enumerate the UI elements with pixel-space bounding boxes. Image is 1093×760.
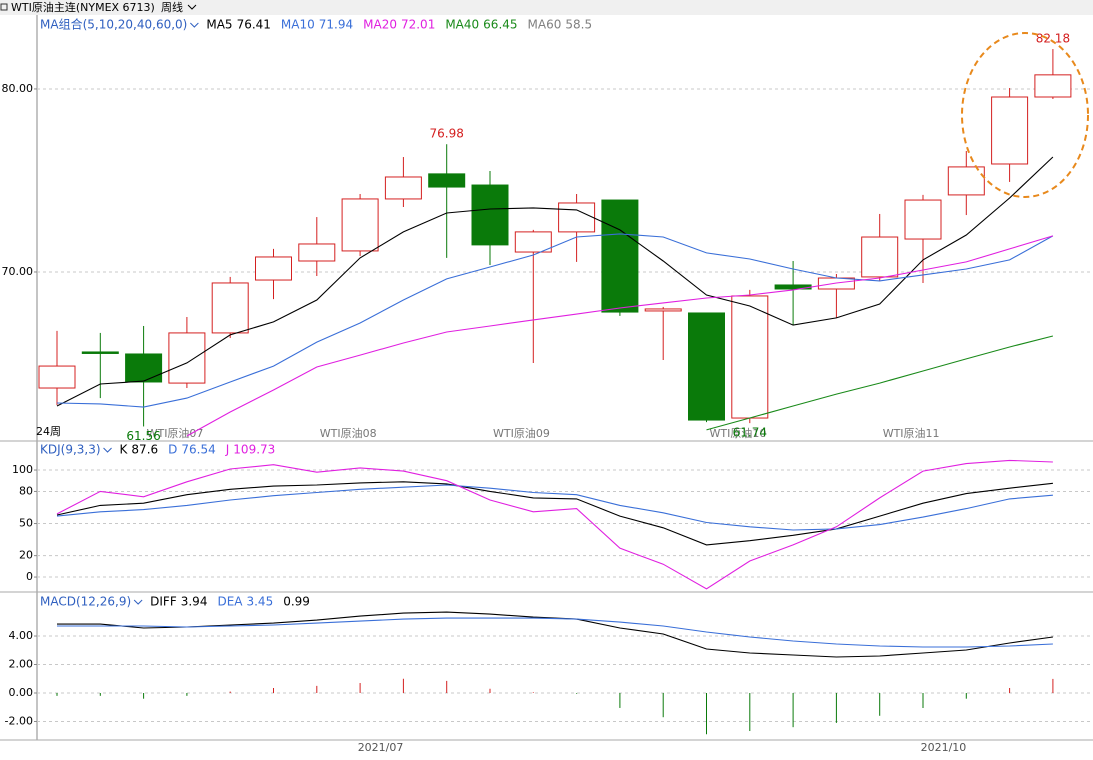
x-tick-label: 2021/10: [921, 741, 967, 754]
indicator-line: [56, 233, 1054, 408]
candle-body: [341, 198, 379, 252]
legend-name: MA60: [528, 18, 562, 32]
candle-body: [125, 353, 163, 383]
period-dropdown-arrow[interactable]: [187, 4, 197, 10]
period-label: WTI原油08: [320, 426, 377, 440]
legend-title: MACD(12,26,9): [40, 595, 131, 609]
candle-body: [81, 351, 119, 354]
candle-body: [601, 199, 639, 313]
legend-value: 87.6: [131, 443, 158, 457]
toolbar: [0, 0, 1093, 15]
y-tick-label: 80.00: [2, 82, 34, 95]
legend-dropdown-arrow: [103, 447, 112, 453]
candle-body: [514, 231, 552, 253]
period-label: WTI原油09: [493, 426, 550, 440]
candle-body: [688, 312, 725, 421]
y-tick-label: 4.00: [9, 629, 34, 642]
indicator-line: [186, 235, 1054, 437]
highlight-ellipse: [961, 32, 1089, 198]
legend-name: D: [168, 443, 177, 457]
plot-area: 70.00 80.00 MA组合(5,10,20,40,60,0) MA5 76.41 M…: [2, 17, 1093, 754]
indicator-line: [56, 484, 1053, 531]
candle-body: [255, 256, 292, 281]
candle-body: [38, 365, 76, 389]
indicator-line: [56, 481, 1053, 546]
candle-body: [168, 332, 206, 384]
candle-body: [904, 199, 942, 240]
period-label: WTI原油07: [147, 426, 204, 440]
legend-dropdown-arrow: [133, 599, 143, 605]
candle-body: [384, 176, 422, 200]
y-tick-label: 100: [12, 463, 33, 476]
legend-value: 58.5: [565, 18, 592, 32]
candle-body: [428, 173, 466, 188]
candle-body: [947, 166, 985, 196]
high-label: 76.98: [430, 127, 464, 141]
legend-name: MA5: [206, 18, 232, 32]
y-tick-label: 80: [19, 484, 33, 497]
y-tick-label: 0: [26, 570, 33, 583]
indicator-line: [57, 617, 1053, 648]
period-selector[interactable]: 周线: [161, 0, 183, 14]
candle-body: [298, 243, 336, 262]
y-tick-label: 2.00: [9, 658, 34, 671]
legend-value: 66.45: [483, 18, 517, 32]
candle-body: [471, 184, 509, 246]
legend-value: 3.45: [246, 595, 273, 609]
legend-name: MA20: [363, 18, 397, 32]
menu-icon[interactable]: [0, 3, 8, 11]
period-unit: 24周: [36, 425, 61, 438]
y-tick-label: 50: [19, 517, 33, 530]
candle-body: [1034, 74, 1072, 98]
legend-title: MA组合(5,10,20,40,60,0): [40, 17, 187, 32]
x-tick-label: 2021/07: [358, 741, 404, 754]
legend-value: 109.73: [233, 443, 275, 457]
legend-value: 76.41: [237, 18, 271, 32]
legend-name: K: [120, 443, 129, 457]
low-label: 61.56: [126, 429, 160, 443]
candle-body: [558, 202, 596, 233]
period-label: WTI原油10: [710, 426, 767, 440]
legend-dropdown-arrow: [190, 22, 199, 28]
y-tick-label: 0.00: [9, 686, 34, 699]
legend-name: MA40: [445, 18, 479, 32]
high-label: 82.18: [1036, 32, 1070, 46]
candle-body: [861, 236, 899, 278]
indicator-line: [706, 335, 1054, 431]
legend-value: 0.99: [283, 595, 310, 609]
candle-body: [644, 308, 682, 312]
y-tick-label: -2.00: [5, 714, 33, 727]
legend-name: MA10: [281, 18, 315, 32]
legend-title: KDJ(9,3,3): [40, 443, 101, 457]
candle-body: [991, 96, 1029, 165]
period-label: WTI原油11: [883, 426, 940, 440]
indicator-line: [56, 156, 1054, 407]
legend-name: DIFF: [150, 595, 177, 609]
low-label: 61.74: [733, 426, 767, 440]
legend-value: 71.94: [319, 18, 353, 32]
legend-name: J: [225, 443, 230, 457]
y-tick-label: 20: [19, 549, 33, 562]
symbol-name[interactable]: WTI原油主连(NYMEX 6713): [11, 0, 155, 14]
indicator-line: [56, 459, 1053, 590]
candle-body: [211, 282, 249, 334]
legend-value: 3.94: [181, 595, 208, 609]
legend-value: 72.01: [401, 18, 435, 32]
y-tick-label: 70.00: [2, 265, 34, 278]
candle-body: [731, 295, 769, 419]
legend-name: DEA: [217, 595, 243, 609]
legend-value: 76.54: [181, 443, 215, 457]
